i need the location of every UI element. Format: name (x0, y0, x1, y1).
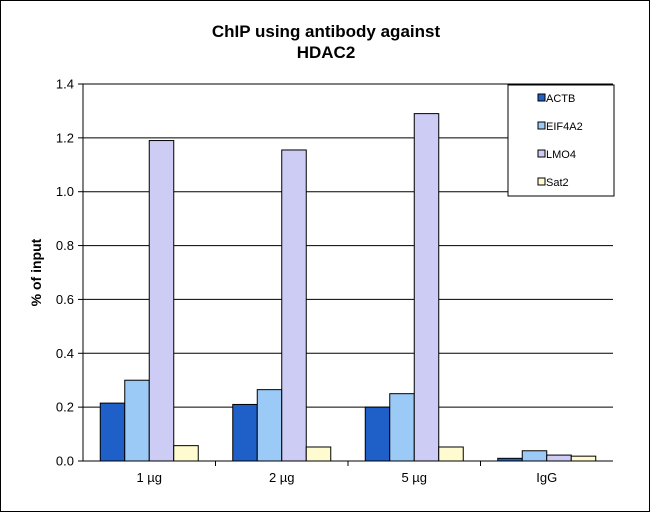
bar-sat2-2 (438, 446, 464, 462)
bar-lmo4-3 (546, 454, 572, 462)
bar-actb-3 (497, 457, 523, 462)
y-tick-label: 0.6 (56, 292, 74, 307)
legend-label: Sat2 (546, 177, 569, 189)
legend-box (507, 84, 615, 197)
y-tick-label: 0.0 (56, 454, 74, 469)
legend-swatch (537, 93, 546, 102)
legend-label: EIF4A2 (546, 121, 583, 133)
bar-lmo4-2 (413, 113, 440, 462)
legend-label: LMO4 (546, 149, 576, 161)
bar-actb-1 (232, 403, 258, 462)
chart-title-line-1: ChIP using antibody against (211, 22, 441, 41)
bar-sat2-0 (173, 445, 199, 462)
y-tick-label: 1.4 (56, 77, 74, 92)
legend-swatch (537, 177, 546, 186)
y-tick-label: 1.0 (56, 184, 74, 199)
bar-lmo4-0 (148, 140, 175, 462)
bar-actb-0 (99, 402, 126, 462)
bar-sat2-1 (305, 446, 332, 462)
bar-sat2-3 (570, 455, 597, 462)
y-tick-label: 0.2 (56, 400, 74, 415)
legend-swatch (537, 149, 546, 158)
x-tick-label: 2 µg (269, 470, 295, 485)
x-tick-label: 1 µg (136, 470, 162, 485)
bar-actb-2 (364, 406, 391, 462)
bar-eif4a2-2 (389, 393, 415, 462)
y-tick-label: 1.2 (56, 130, 74, 145)
y-axis-label: % of input (28, 238, 44, 306)
x-tick-label: 5 µg (401, 470, 427, 485)
bar-eif4a2-1 (256, 389, 283, 462)
x-tick-label: IgG (536, 470, 557, 485)
bar-eif4a2-3 (521, 450, 548, 462)
bar-lmo4-1 (281, 149, 307, 462)
y-tick-label: 0.8 (56, 238, 74, 253)
legend-swatch (537, 121, 546, 130)
chart-title-line-2: HDAC2 (296, 43, 356, 62)
bar-eif4a2-0 (124, 379, 150, 462)
y-tick-label: 0.4 (56, 346, 74, 361)
legend-label: ACTB (546, 93, 575, 105)
